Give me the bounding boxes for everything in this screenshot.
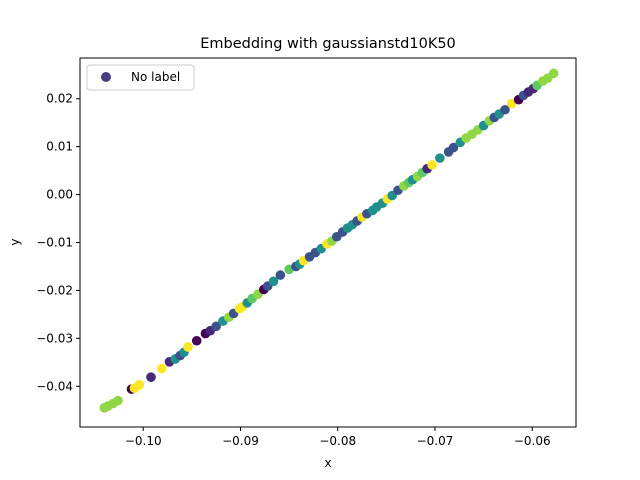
data-point [448,142,459,153]
y-tick-label: −0.04 [36,379,73,393]
data-point [183,342,193,352]
data-point [435,153,445,163]
chart-title: Embedding with gaussianstd10K50 [200,36,456,52]
y-axis-label: y [8,238,22,245]
x-tick-label: −0.06 [514,434,551,448]
x-axis-label: x [324,456,331,470]
y-tick-label: −0.01 [36,236,73,250]
legend: No label [86,64,195,91]
y-tick-label: 0.02 [46,92,73,106]
data-point [275,270,286,280]
points-layer [99,68,559,413]
x-tick-label: −0.08 [319,434,356,448]
data-point [500,104,510,115]
legend-box [86,64,195,91]
data-point [113,395,123,406]
data-point [146,372,156,382]
y-tick-label: 0.01 [46,140,73,154]
legend-marker [101,72,111,82]
data-point [268,276,279,287]
data-point [191,335,202,346]
x-tick-label: −0.10 [125,434,162,448]
y-tick-label: −0.03 [36,331,73,345]
x-tick-label: −0.07 [417,434,454,448]
y-axis: −0.04 −0.03 −0.02 −0.01 0.00 0.01 0.02 [36,92,80,393]
y-tick-label: −0.02 [36,283,73,297]
data-point [427,160,437,170]
data-point [548,68,559,79]
data-point [134,380,145,390]
x-axis: −0.10 −0.09 −0.08 −0.07 −0.06 [125,427,551,448]
data-point [211,321,221,332]
legend-label: No label [131,70,180,84]
y-tick-label: 0.00 [46,188,73,202]
x-tick-label: −0.09 [222,434,259,448]
data-point [156,363,167,374]
